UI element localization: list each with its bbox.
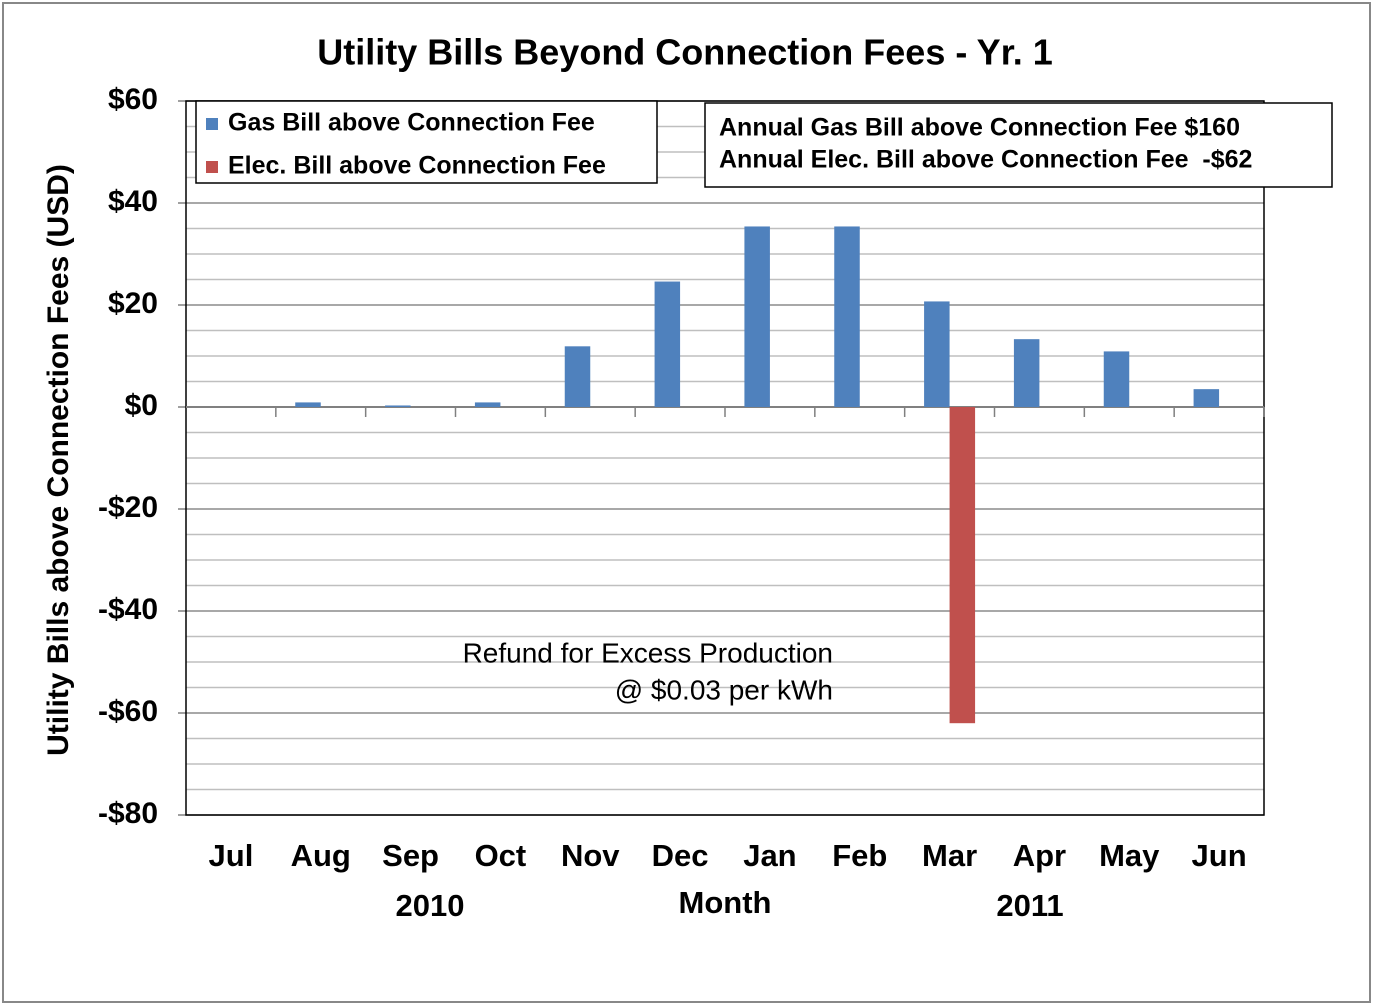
annotation: Annual Gas Bill above Connection Fee $16… <box>719 114 1240 142</box>
bar <box>385 405 411 407</box>
x-tick-label: Dec <box>652 838 709 873</box>
bar <box>564 346 591 407</box>
bar <box>1193 389 1220 407</box>
x-tick-label: Sep <box>382 838 439 873</box>
group-label: 2011 <box>996 888 1063 923</box>
bar <box>1013 339 1040 407</box>
bar <box>295 402 321 407</box>
y-tick-label: -$20 <box>98 491 158 524</box>
x-tick-label: Mar <box>922 838 977 873</box>
y-tick-label: -$80 <box>98 797 158 830</box>
legend-box <box>195 100 658 184</box>
bar <box>949 407 976 724</box>
y-tick-label: -$60 <box>98 695 158 728</box>
legend-swatch <box>206 118 218 130</box>
bar <box>474 402 501 407</box>
x-tick-label: Jan <box>743 838 796 873</box>
x-tick-label: May <box>1099 838 1160 873</box>
y-tick-label: -$40 <box>98 593 158 626</box>
x-tick-label: Aug <box>291 838 351 873</box>
x-tick-label: Jul <box>209 838 254 873</box>
y-tick-label: $20 <box>108 287 158 320</box>
legend-swatch <box>206 161 218 173</box>
legend-label: Elec. Bill above Connection Fee <box>228 152 606 180</box>
x-tick-label: Jun <box>1192 838 1247 873</box>
group-label: 2010 <box>396 888 465 923</box>
bar <box>834 226 860 407</box>
annotation: Refund for Excess Production <box>463 637 833 668</box>
x-tick-label: Nov <box>561 838 620 873</box>
y-tick-label: $40 <box>108 185 158 218</box>
annotation-box <box>704 102 1333 188</box>
x-tick-label: Apr <box>1013 838 1066 873</box>
annotation: @ $0.03 per kWh <box>615 674 833 705</box>
x-axis-label: Month <box>679 885 772 920</box>
y-tick-label: $0 <box>125 389 158 422</box>
legend-label: Gas Bill above Connection Fee <box>228 109 595 137</box>
bar <box>654 281 681 407</box>
plot-border <box>185 100 1265 816</box>
bar <box>744 226 770 407</box>
x-tick-label: Oct <box>475 838 527 873</box>
y-axis-label: Utility Bills above Connection Fees (USD… <box>42 164 75 756</box>
y-tick-label: $60 <box>108 83 158 116</box>
x-tick-label: Feb <box>832 838 887 873</box>
bar <box>924 301 950 407</box>
chart-title: Utility Bills Beyond Connection Fees - Y… <box>317 32 1053 73</box>
bar <box>1103 351 1130 407</box>
annotation: Annual Elec. Bill above Connection Fee -… <box>719 146 1252 174</box>
